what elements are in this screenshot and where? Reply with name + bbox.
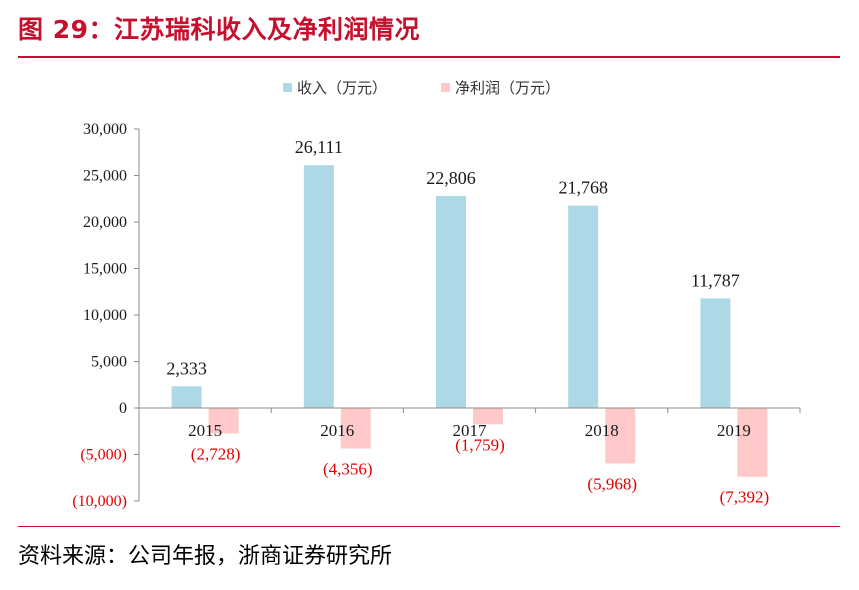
legend-swatch-profit bbox=[441, 83, 450, 92]
x-tick-label: 2019 bbox=[717, 421, 751, 440]
source-note: 资料来源：公司年报，浙商证券研究所 bbox=[18, 544, 393, 569]
profit-bar bbox=[473, 408, 503, 425]
title-divider bbox=[18, 56, 840, 58]
revenue-bar bbox=[568, 205, 599, 408]
profit-bar bbox=[340, 408, 371, 449]
legend-label-revenue: 收入（万元） bbox=[297, 79, 387, 97]
profit-value-label: (7,392) bbox=[720, 488, 770, 507]
revenue-value-label: 26,111 bbox=[295, 137, 343, 157]
figure-title: 图 29：江苏瑞科收入及净利润情况 bbox=[18, 15, 420, 44]
revenue-bar bbox=[303, 165, 334, 408]
profit-bar bbox=[737, 408, 768, 477]
y-axis: 30,000 25,000 20,000 15,000 10,000 5,000 0 (5,0… bbox=[72, 121, 140, 510]
y-tick-label: 20,000 bbox=[83, 214, 127, 231]
x-tick-label: 2015 bbox=[188, 421, 222, 440]
legend-swatch-revenue bbox=[283, 83, 292, 92]
profit-value-label: (4,356) bbox=[323, 460, 373, 479]
revenue-bar bbox=[436, 195, 466, 408]
x-axis: 2015 2016 2017 2018 2019 bbox=[138, 407, 801, 440]
source-divider bbox=[18, 526, 840, 527]
revenue-value-label: 21,768 bbox=[558, 178, 608, 198]
revenue-bar bbox=[700, 298, 731, 408]
revenue-value-label: 2,333 bbox=[166, 358, 207, 378]
profit-bar bbox=[208, 408, 239, 434]
y-tick-label: 30,000 bbox=[83, 121, 127, 138]
y-tick-label: (5,000) bbox=[80, 447, 127, 464]
profit-value-label: (1,759) bbox=[455, 435, 505, 454]
revenue-bar bbox=[171, 386, 202, 408]
revenue-value-label: 22,806 bbox=[426, 168, 476, 188]
x-tick-label: 2018 bbox=[585, 421, 619, 440]
y-tick-label: (10,000) bbox=[72, 493, 127, 510]
legend-label-profit: 净利润（万元） bbox=[455, 79, 560, 97]
y-tick-label: 15,000 bbox=[83, 261, 127, 278]
y-tick-label: 10,000 bbox=[83, 307, 127, 324]
profit-bar bbox=[605, 408, 636, 464]
x-tick-label: 2017 bbox=[453, 421, 488, 440]
y-tick-label: 0 bbox=[119, 400, 127, 417]
revenue-value-label: 11,787 bbox=[691, 270, 740, 290]
profit-value-label: (5,968) bbox=[587, 475, 637, 494]
y-tick-label: 5,000 bbox=[91, 354, 127, 371]
x-tick-label: 2016 bbox=[320, 421, 354, 440]
data-labels: 2,333 (2,728) 26,111 (4,356) 22,806 (1,759) 21… bbox=[166, 137, 769, 507]
bars-group bbox=[171, 165, 768, 477]
y-tick-label: 25,000 bbox=[83, 168, 127, 185]
profit-value-label: (2,728) bbox=[191, 444, 241, 463]
chart-legend: 收入（万元） 净利润（万元） bbox=[283, 79, 560, 97]
